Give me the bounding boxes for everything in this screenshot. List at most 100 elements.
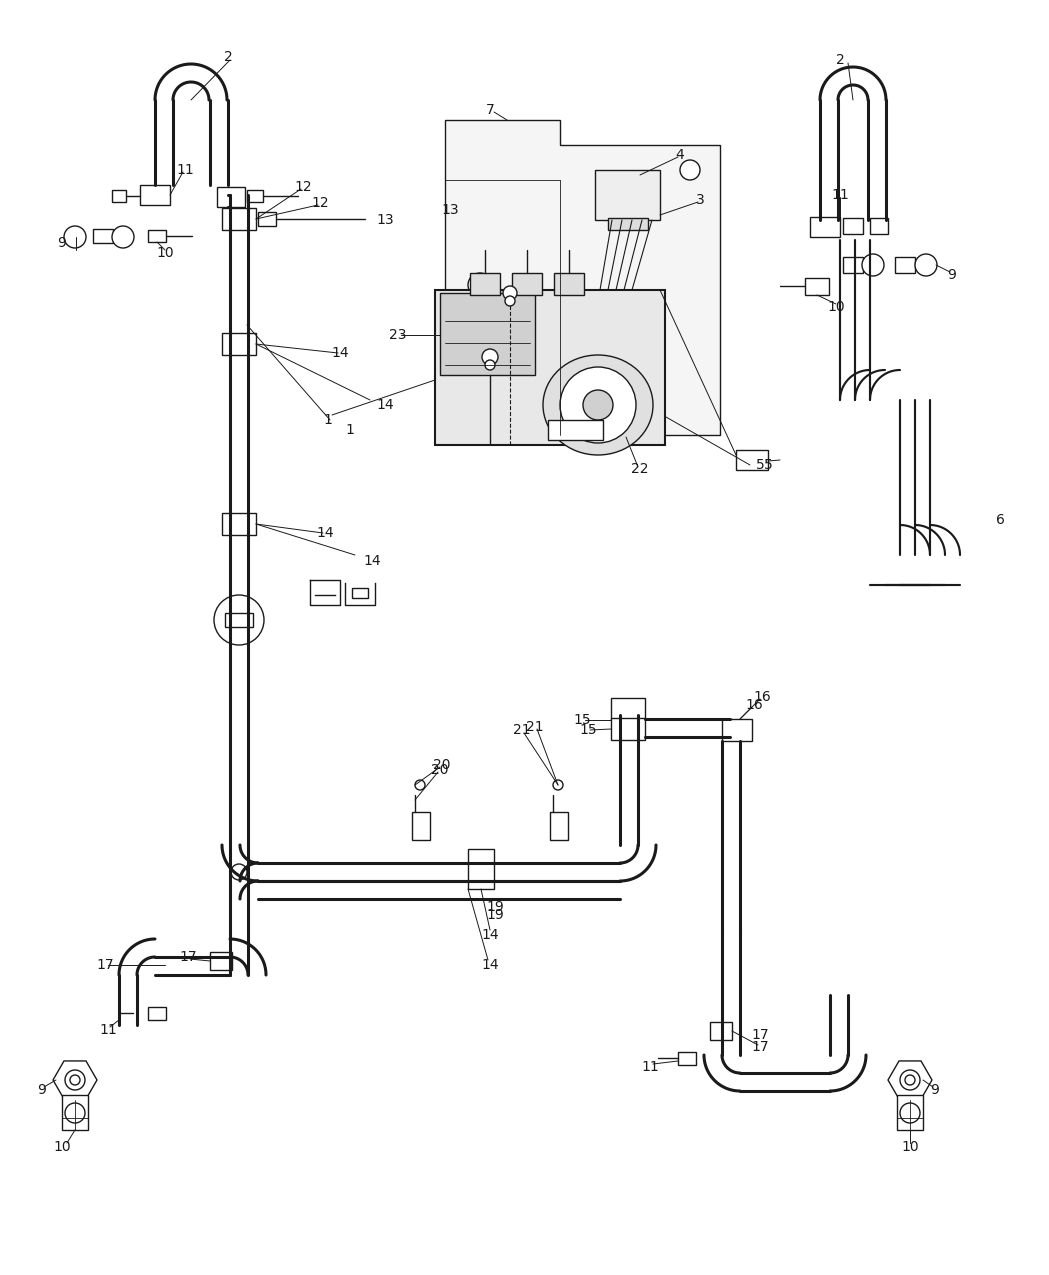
Text: 1: 1 bbox=[323, 413, 333, 427]
Circle shape bbox=[560, 367, 636, 442]
Circle shape bbox=[468, 273, 492, 297]
Circle shape bbox=[900, 1103, 920, 1123]
Text: 5: 5 bbox=[755, 458, 765, 472]
Circle shape bbox=[915, 254, 937, 275]
Text: 17: 17 bbox=[751, 1028, 769, 1042]
Circle shape bbox=[583, 390, 613, 419]
Bar bbox=[258, 212, 276, 226]
Text: 9: 9 bbox=[947, 268, 957, 282]
Bar bbox=[512, 273, 542, 295]
Bar bbox=[468, 849, 494, 889]
Circle shape bbox=[65, 1070, 85, 1090]
Bar bbox=[217, 187, 245, 207]
Bar bbox=[62, 1095, 88, 1130]
Text: 6: 6 bbox=[996, 513, 1005, 527]
Text: 20: 20 bbox=[431, 762, 449, 776]
Text: 5: 5 bbox=[764, 458, 772, 472]
Bar bbox=[736, 450, 768, 470]
Text: 14: 14 bbox=[316, 527, 334, 541]
Bar bbox=[440, 293, 535, 375]
Text: 16: 16 bbox=[753, 690, 771, 704]
Text: 4: 4 bbox=[676, 148, 684, 162]
Bar bbox=[805, 278, 829, 295]
Bar bbox=[222, 333, 256, 354]
Bar bbox=[895, 258, 915, 273]
Text: 7: 7 bbox=[486, 103, 494, 117]
Bar bbox=[412, 812, 430, 840]
Bar bbox=[247, 190, 263, 201]
Circle shape bbox=[680, 159, 700, 180]
Bar bbox=[222, 513, 256, 536]
Text: 17: 17 bbox=[179, 950, 197, 964]
Text: 2: 2 bbox=[223, 50, 233, 64]
Polygon shape bbox=[889, 1061, 932, 1099]
Text: 19: 19 bbox=[486, 900, 504, 914]
Text: 22: 22 bbox=[631, 462, 648, 476]
Circle shape bbox=[70, 1075, 80, 1085]
Bar bbox=[595, 170, 660, 221]
Circle shape bbox=[485, 360, 495, 370]
Circle shape bbox=[553, 780, 563, 790]
Text: 9: 9 bbox=[58, 236, 66, 250]
Text: 16: 16 bbox=[745, 697, 763, 711]
Circle shape bbox=[64, 226, 86, 249]
Text: 11: 11 bbox=[99, 1023, 116, 1037]
Bar bbox=[148, 1007, 166, 1020]
Text: 15: 15 bbox=[573, 713, 591, 727]
Circle shape bbox=[112, 226, 134, 249]
Bar bbox=[611, 718, 645, 740]
Circle shape bbox=[231, 864, 247, 880]
Bar bbox=[870, 218, 889, 235]
Circle shape bbox=[905, 1075, 915, 1085]
Text: 10: 10 bbox=[156, 246, 174, 260]
Text: 14: 14 bbox=[363, 555, 381, 567]
Bar bbox=[548, 419, 603, 440]
Bar bbox=[608, 218, 648, 229]
Bar bbox=[722, 719, 752, 741]
Polygon shape bbox=[445, 120, 720, 435]
Bar bbox=[210, 952, 232, 970]
Circle shape bbox=[900, 1070, 920, 1090]
Circle shape bbox=[481, 349, 498, 365]
Bar bbox=[611, 697, 645, 720]
Circle shape bbox=[415, 780, 425, 790]
Text: 14: 14 bbox=[481, 928, 499, 942]
Polygon shape bbox=[53, 1061, 97, 1099]
Bar bbox=[554, 273, 584, 295]
Text: 19: 19 bbox=[486, 908, 504, 922]
Bar bbox=[678, 1052, 695, 1065]
Bar bbox=[224, 613, 253, 627]
Bar bbox=[352, 588, 368, 598]
Circle shape bbox=[504, 286, 517, 300]
Text: 14: 14 bbox=[481, 958, 499, 972]
Bar bbox=[843, 258, 863, 273]
Bar bbox=[810, 217, 840, 237]
Text: 13: 13 bbox=[442, 203, 458, 217]
Circle shape bbox=[505, 296, 515, 306]
Text: 13: 13 bbox=[377, 213, 393, 227]
Circle shape bbox=[214, 595, 264, 645]
Text: 10: 10 bbox=[901, 1140, 919, 1154]
Text: 23: 23 bbox=[389, 328, 407, 342]
Bar bbox=[148, 230, 166, 242]
Bar bbox=[897, 1095, 923, 1130]
Text: 14: 14 bbox=[377, 398, 393, 412]
Text: 9: 9 bbox=[38, 1082, 46, 1096]
Bar bbox=[435, 289, 665, 445]
Text: 12: 12 bbox=[312, 196, 328, 210]
Ellipse shape bbox=[543, 354, 652, 455]
Text: 21: 21 bbox=[527, 720, 543, 734]
Text: 20: 20 bbox=[433, 759, 451, 771]
Text: 12: 12 bbox=[294, 180, 312, 194]
Bar bbox=[470, 273, 500, 295]
Bar bbox=[93, 230, 113, 244]
Text: 21: 21 bbox=[513, 723, 531, 737]
Bar bbox=[550, 812, 568, 840]
Text: 14: 14 bbox=[331, 346, 349, 360]
Bar bbox=[710, 1023, 732, 1040]
Text: 17: 17 bbox=[97, 958, 113, 972]
Bar bbox=[140, 185, 170, 205]
Text: 11: 11 bbox=[641, 1060, 659, 1074]
Text: 10: 10 bbox=[53, 1140, 71, 1154]
Text: 3: 3 bbox=[695, 193, 704, 207]
